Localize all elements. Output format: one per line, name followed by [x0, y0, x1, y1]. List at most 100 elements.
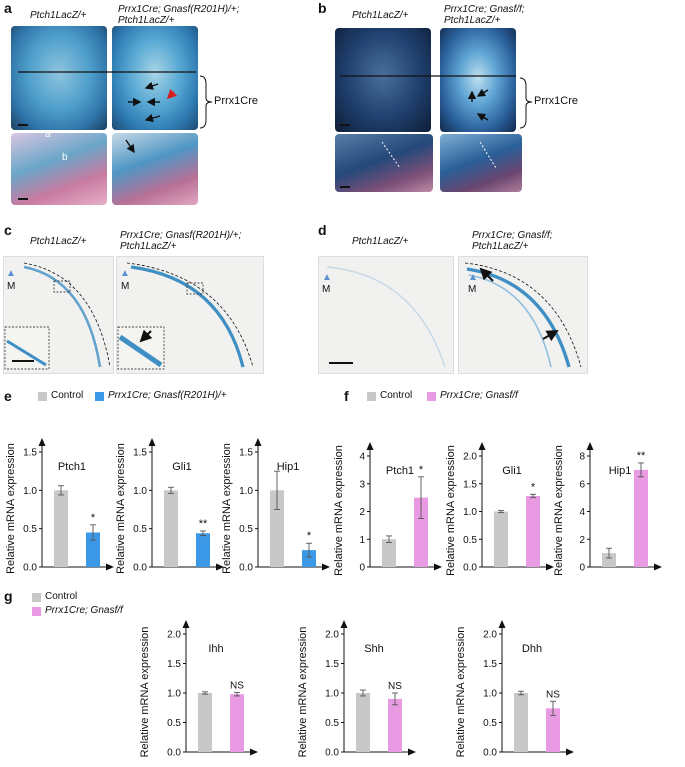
g-shh-significance: NS	[388, 681, 402, 692]
panel-a-bracket	[199, 75, 213, 129]
e-hip1-bar-control	[270, 490, 284, 567]
g-dhh-title: Dhh	[522, 643, 542, 655]
panel-b-mutant-dashed-line	[479, 141, 497, 169]
f-gli1-ylabel: Relative mRNA expression	[445, 445, 457, 576]
f-hip1-bar-control	[602, 553, 616, 567]
f-hip1-bar-mutant	[634, 469, 648, 567]
panel-b-scale-bar-top	[340, 124, 350, 126]
g-dhh-ytick-label: 1.0	[483, 689, 497, 700]
f-ptch1-ylabel: Relative mRNA expression	[333, 445, 345, 576]
panel-label-c: c	[4, 222, 12, 238]
g-ihh-y-axis-arrow	[182, 620, 190, 628]
e-ptch1-ytick-label: 1.5	[23, 448, 37, 459]
panel-b-mutant-genotype-2: Ptch1LacZ/+	[444, 15, 501, 26]
e-gli1-ytick-label: 1.0	[133, 486, 147, 497]
e-hip1-title: Hip1	[277, 461, 300, 473]
g-ihh-ytick-label: 0.0	[167, 748, 181, 759]
e-hip1-ytick-label: 1.0	[239, 486, 253, 497]
panel-c-control-marker-arrow: ▲	[6, 268, 16, 279]
f-gli1-ytick-label: 2.0	[463, 452, 477, 463]
g-dhh-bar-mutant	[546, 708, 560, 752]
g-shh-ytick-label: 2.0	[325, 630, 339, 641]
e-hip1-x-axis-arrow	[322, 563, 330, 571]
panel-a-control-skull-top	[11, 26, 107, 130]
e-gli1-ytick-label: 0.0	[133, 563, 147, 574]
panel-a-side-arrow	[125, 139, 135, 154]
panel-c-control-marker: M	[7, 281, 16, 292]
f-gli1-title: Gli1	[502, 465, 522, 477]
panel-d-control-drawing	[326, 266, 446, 368]
panel-a-overlay	[18, 71, 213, 154]
panel-d-control-genotype: Ptch1LacZ/+	[352, 236, 409, 247]
g-dhh-bar-control	[514, 693, 528, 752]
g-dhh-x-axis-arrow	[566, 748, 574, 756]
f-ptch1-x-axis-arrow	[434, 563, 442, 571]
panel-c-mutant-inset-signal	[118, 334, 163, 368]
f-ptch1-ytick-label: 2	[359, 507, 365, 518]
panel-label-e: e	[4, 388, 12, 404]
panel-d-arrow-2	[542, 330, 559, 342]
panel-a-scale-bar-top	[18, 124, 28, 126]
g-ihh-ytick-label: 0.5	[167, 718, 181, 729]
panel-c-mutant-marker-arrow: ▲	[120, 268, 130, 279]
e-hip1-ytick-label: 1.5	[239, 448, 253, 459]
panel-e-legend-mutant: Prrx1Cre; Gnasf(R201H)/+	[108, 390, 227, 401]
e-gli1-significance: **	[199, 518, 208, 530]
f-gli1-bar-control	[494, 511, 508, 567]
e-gli1-bar-control	[164, 490, 178, 567]
panel-c-control-roi	[53, 280, 71, 293]
panel-label-a: a	[4, 0, 12, 16]
panel-d-control-marker: M	[322, 284, 331, 295]
f-hip1-ytick-label: 6	[579, 479, 585, 490]
e-ptch1-bar-control	[54, 490, 68, 567]
panel-c-control-genotype: Ptch1LacZ/+	[30, 236, 87, 247]
panel-b-control-genotype: Ptch1LacZ/+	[352, 10, 409, 21]
e-hip1-y-axis-arrow	[254, 438, 262, 446]
panel-d-mutant-marker: M	[468, 284, 477, 295]
g-ihh-ytick-label: 2.0	[167, 630, 181, 641]
g-dhh-ytick-label: 2.0	[483, 630, 497, 641]
panel-c-control-drawing	[4, 262, 111, 370]
panel-c-control-inset-signal	[6, 339, 47, 367]
g-dhh-ytick-label: 1.5	[483, 659, 497, 670]
f-hip1-y-axis-arrow	[586, 442, 594, 450]
f-hip1-ytick-label: 8	[579, 452, 585, 463]
e-hip1-bar-mutant	[302, 550, 316, 567]
f-ptch1-title: Ptch1	[386, 465, 414, 477]
panel-label-b: b	[318, 0, 327, 16]
f-hip1-ytick-label: 0	[579, 563, 585, 574]
panel-a-mutant-genotype-2: Ptch1LacZ/+	[118, 15, 175, 26]
panel-b-arrow-3	[476, 113, 489, 122]
e-hip1-ytick-label: 0.0	[239, 563, 253, 574]
f-hip1-significance: **	[637, 450, 646, 462]
f-ptch1-bar-mutant	[414, 497, 428, 567]
g-shh-ytick-label: 1.0	[325, 689, 339, 700]
g-dhh-ytick-label: 0.0	[483, 748, 497, 759]
panel-f-legend-mutant: Prrx1Cre; Gnasf/f	[440, 390, 518, 401]
f-gli1-bar-mutant	[526, 495, 540, 567]
panel-d-mutant-section	[458, 256, 588, 374]
g-ihh-ylabel: Relative mRNA expression	[139, 627, 151, 758]
panel-a-mutant-skull-side	[112, 133, 198, 205]
e-gli1-title: Gli1	[172, 461, 192, 473]
e-gli1-ylabel: Relative mRNA expression	[115, 443, 127, 574]
f-hip1-ylabel: Relative mRNA expression	[553, 445, 565, 576]
panel-d-mutant-genotype-1: Prrx1Cre; Gnasf/f;	[472, 230, 553, 241]
g-ihh-significance: NS	[230, 680, 244, 691]
g-ihh-x-axis-arrow	[250, 748, 258, 756]
panel-a-bracket-label: Prrx1Cre	[214, 95, 259, 107]
panel-c-control-outline	[23, 262, 111, 368]
panel-a-control-genotype: Ptch1LacZ/+	[30, 10, 87, 21]
g-ihh-ytick-label: 1.0	[167, 689, 181, 700]
e-gli1-x-axis-arrow	[216, 563, 224, 571]
f-gli1-ytick-label: 1.0	[463, 507, 477, 518]
panel-g-legend-mutant: Prrx1Cre; Gnasf/f	[45, 605, 123, 616]
g-ihh-ytick-label: 1.5	[167, 659, 181, 670]
g-ihh-bar-control	[198, 693, 212, 752]
panel-c-mutant-genotype-2: Ptch1LacZ/+	[120, 241, 177, 252]
panel-c-arrow	[139, 329, 153, 343]
panel-e-legend-mutant-swatch	[95, 392, 104, 401]
e-ptch1-x-axis-arrow	[106, 563, 114, 571]
g-dhh-ylabel: Relative mRNA expression	[455, 627, 467, 758]
